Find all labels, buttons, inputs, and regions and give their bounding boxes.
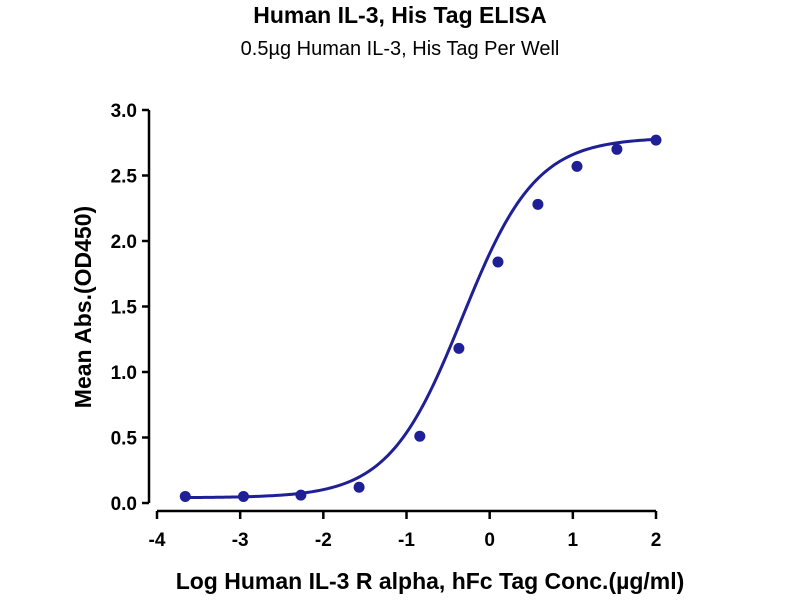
y-tick-label: 2.0 <box>111 232 137 253</box>
x-tick-label: 2 <box>651 530 662 551</box>
y-tick-label: 1.5 <box>111 298 138 319</box>
x-tick-label: -4 <box>149 530 166 551</box>
y-tick-label: 1.0 <box>111 363 137 384</box>
data-point <box>453 342 465 354</box>
y-tick-label: 0.5 <box>111 429 138 450</box>
y-tick-label: 3.0 <box>111 101 137 122</box>
x-tick-label: -1 <box>398 530 415 551</box>
axes: 0.0 0.5 1.0 1.5 2.0 2.5 3.0 -4 -3 -2 -1 0 1 2 <box>111 101 662 551</box>
data-point <box>237 490 249 502</box>
x-tick-label: -3 <box>232 530 249 551</box>
data-point <box>414 430 426 442</box>
data-point <box>353 481 365 493</box>
y-tick-label: 2.5 <box>111 167 138 188</box>
fit-curve <box>185 137 657 500</box>
data-point <box>532 198 544 210</box>
data-points <box>179 134 662 502</box>
y-tick-label: 0.0 <box>111 494 137 515</box>
data-point <box>571 160 583 172</box>
y-axis-label: Mean Abs.(OD450) <box>70 206 96 408</box>
data-point <box>650 134 662 146</box>
x-tick-label: 0 <box>484 530 495 551</box>
data-point <box>492 256 504 268</box>
data-point <box>179 490 191 502</box>
data-point <box>611 143 623 155</box>
data-point <box>295 489 307 501</box>
chart-subtitle: 0.5µg Human IL-3, His Tag Per Well <box>240 38 560 60</box>
chart-title: Human IL-3, His Tag ELISA <box>253 2 547 28</box>
x-tick-label: -2 <box>315 530 332 551</box>
x-axis-label: Log Human IL-3 R alpha, hFc Tag Conc.(µg… <box>175 568 685 594</box>
x-tick-label: 1 <box>568 530 579 551</box>
